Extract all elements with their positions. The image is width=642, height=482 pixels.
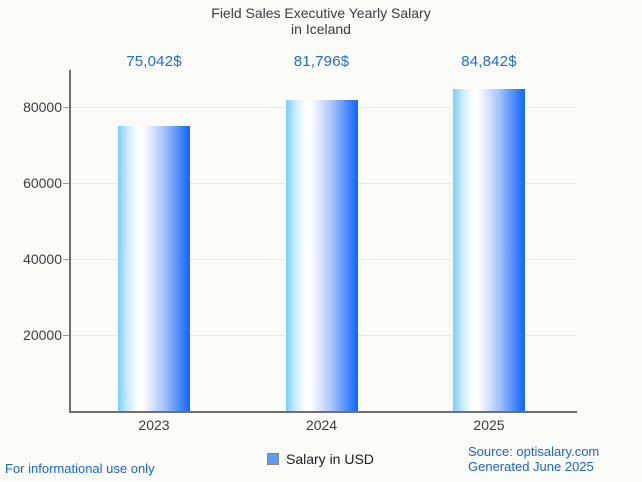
y-axis-line <box>69 70 71 413</box>
y-tick-label: 60000 <box>23 174 62 191</box>
legend-label: Salary in USD <box>286 451 374 467</box>
bar-2025 <box>453 88 525 412</box>
y-axis-tick <box>63 258 69 260</box>
x-axis-line <box>69 411 577 413</box>
x-tick-label: 2025 <box>473 417 505 433</box>
disclaimer-note: For informational use only <box>5 461 155 476</box>
y-tick-label: 20000 <box>23 326 62 343</box>
chart-title-block: Field Sales Executive Yearly Salary in I… <box>0 5 642 37</box>
x-tick-label: 2024 <box>305 417 338 433</box>
y-axis-tick <box>63 334 69 336</box>
y-axis-tick <box>63 182 69 184</box>
chart-title: Field Sales Executive Yearly Salary <box>211 5 431 21</box>
bar-2023 <box>118 125 190 412</box>
generated-line: Generated June 2025 <box>468 459 594 474</box>
x-tick-label: 2023 <box>138 417 170 433</box>
source-line: Source: optisalary.com <box>468 444 600 459</box>
bar-value-label: 75,042$ <box>126 53 182 70</box>
legend-swatch-icon <box>267 453 279 465</box>
bar-value-label: 81,796$ <box>293 53 350 70</box>
chart-subtitle: in Iceland <box>291 21 351 37</box>
legend: Salary in USD <box>267 452 374 466</box>
y-axis-tick <box>63 106 69 108</box>
y-tick-label: 80000 <box>23 98 62 115</box>
y-tick-label: 40000 <box>23 250 62 267</box>
source-block: Source: optisalary.com Generated June 20… <box>468 444 599 474</box>
bar-2024 <box>285 100 358 412</box>
bar-value-label: 84,842$ <box>461 53 517 70</box>
